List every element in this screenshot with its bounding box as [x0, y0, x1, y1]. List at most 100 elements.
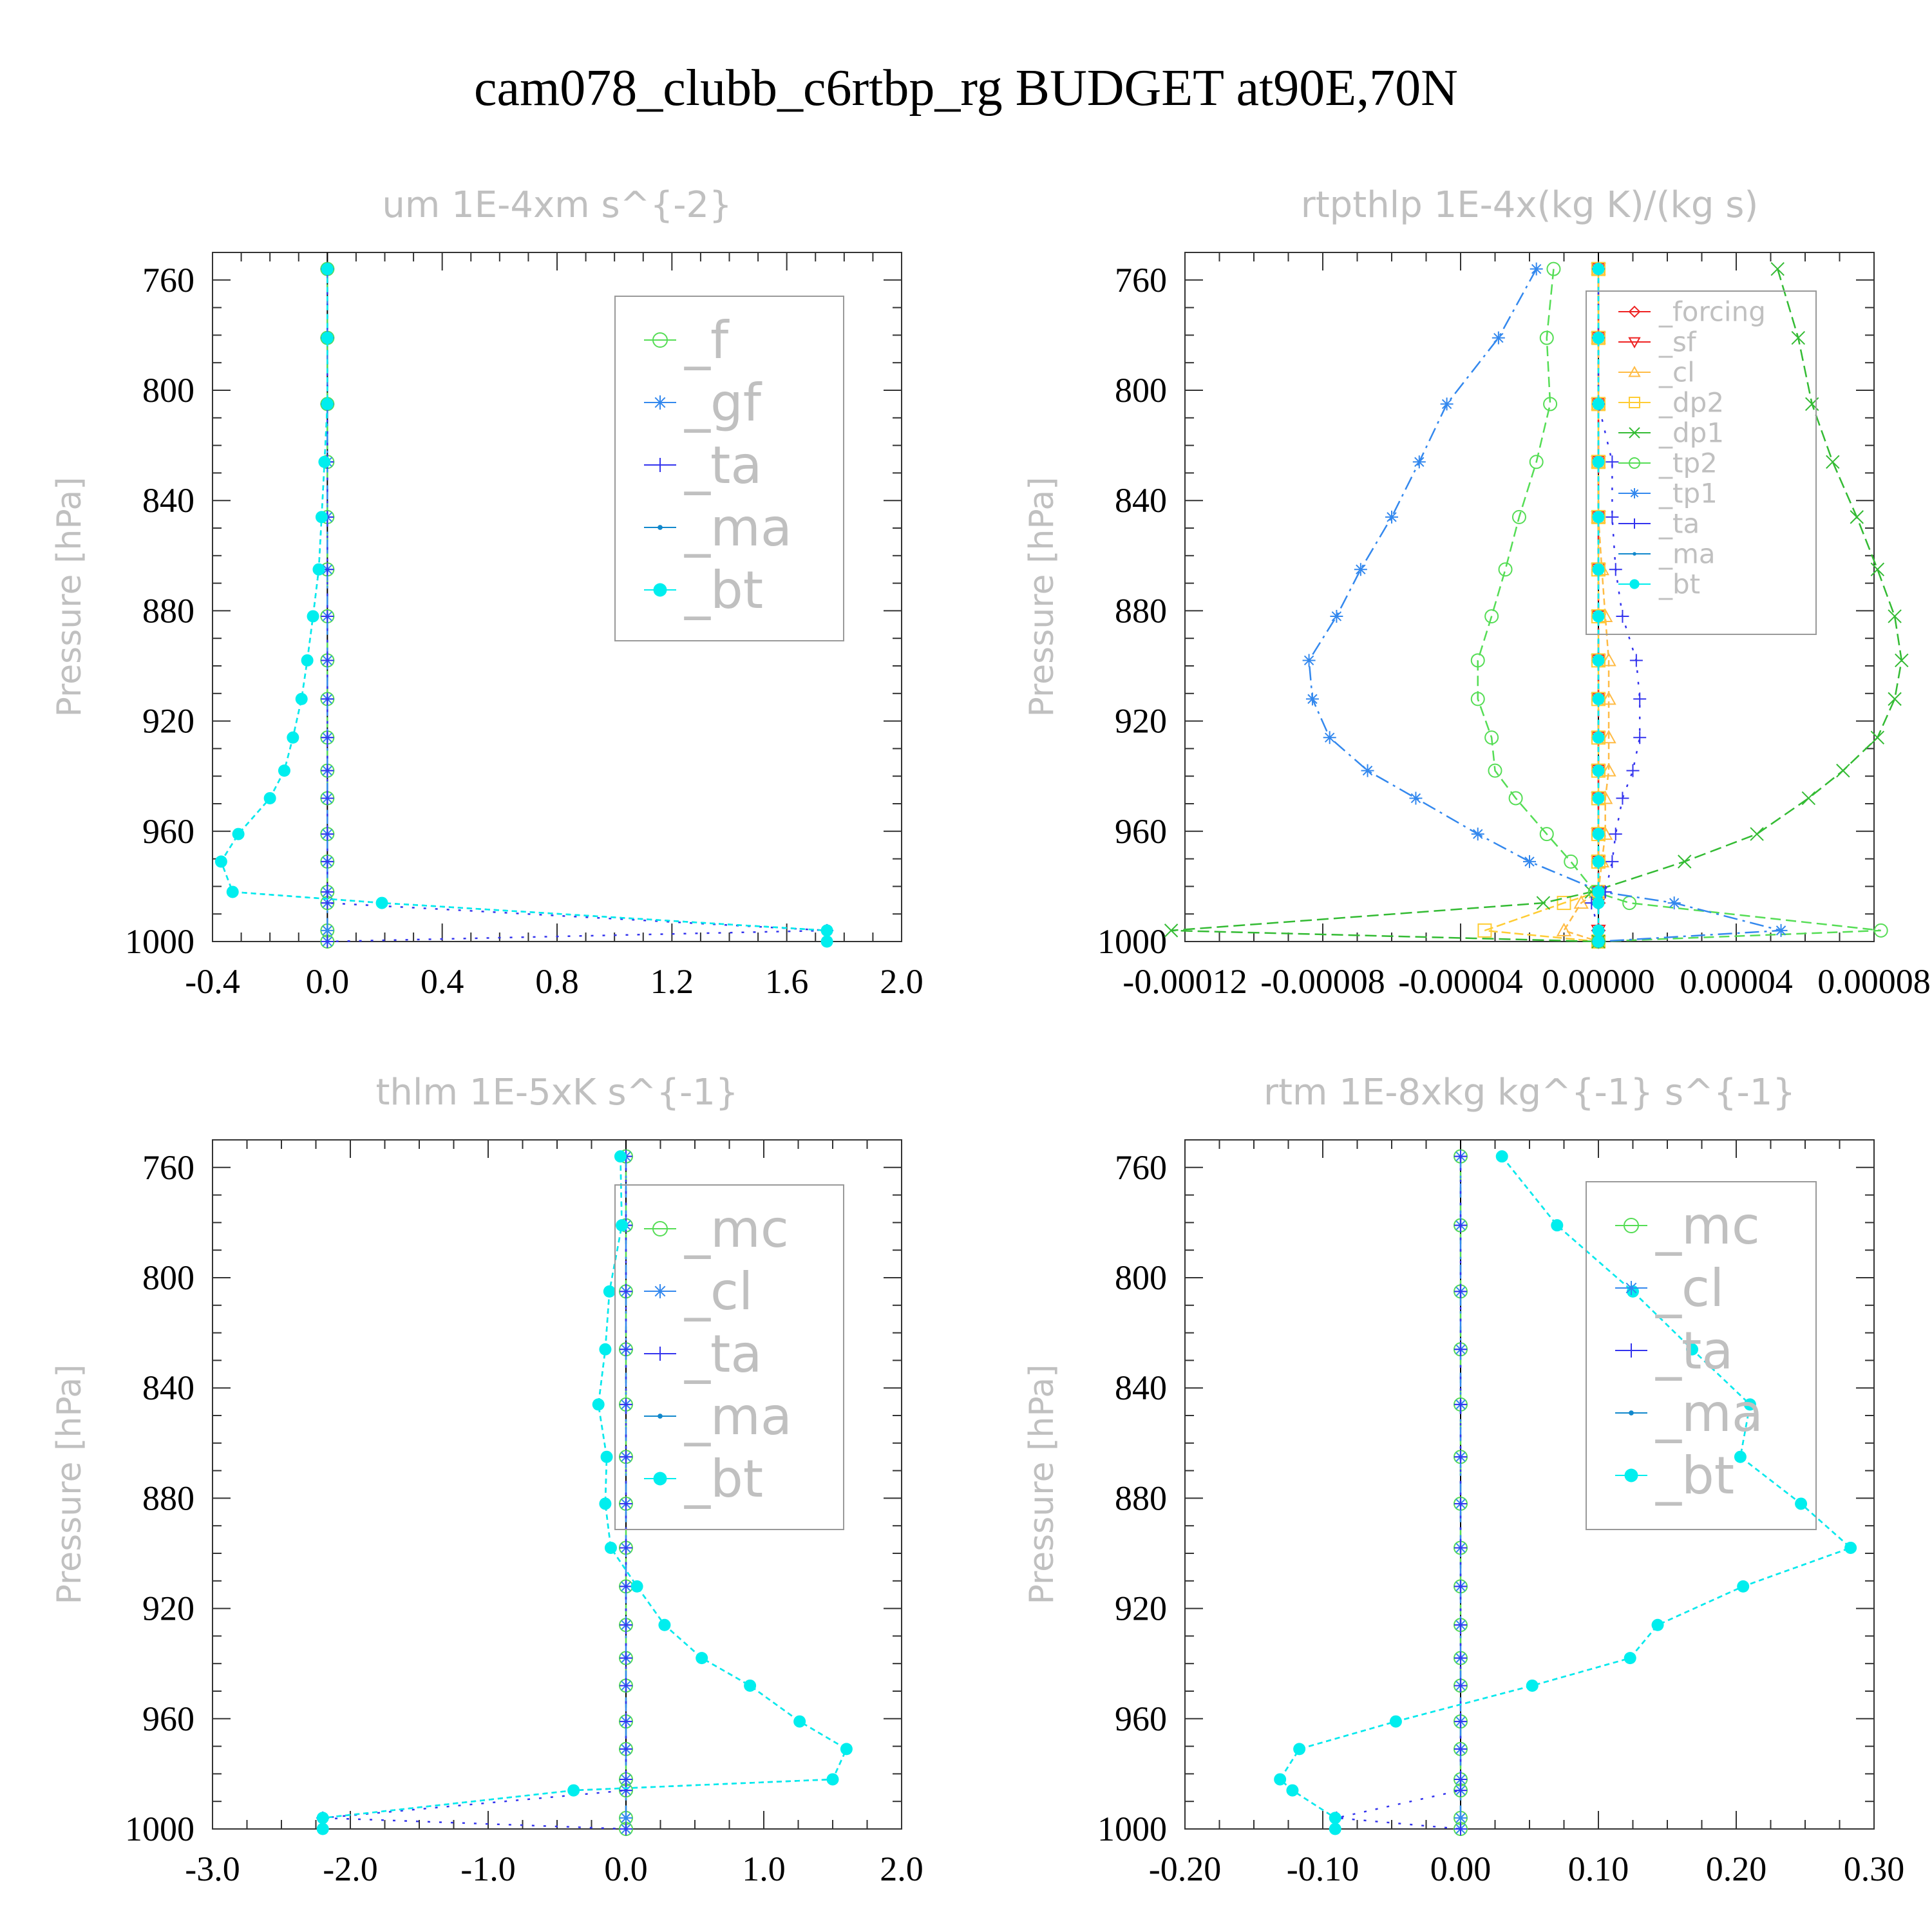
y-tick-label: 1000: [1097, 1810, 1167, 1848]
y-tick-label: 880: [142, 1479, 194, 1517]
data-point: [1844, 1541, 1857, 1554]
data-point: [1850, 510, 1864, 524]
legend-label: _bt: [1655, 1446, 1734, 1506]
data-point: [321, 791, 334, 805]
series-tp1: [1302, 262, 1788, 948]
series-line: [323, 1156, 627, 1830]
data-point: [1454, 1618, 1467, 1632]
legend-label: _bt: [1658, 569, 1700, 600]
legend-marker: [653, 458, 667, 472]
data-point: [287, 731, 299, 744]
plot-frame: [1184, 252, 1875, 942]
data-point: [1826, 455, 1840, 469]
data-point: [1454, 1285, 1467, 1298]
x-tick-label: 0.00004: [1680, 962, 1793, 1001]
data-point: [318, 455, 331, 468]
data-point: [840, 1743, 853, 1756]
data-point: [592, 1398, 605, 1411]
data-point: [316, 1823, 329, 1835]
legend-marker: [1624, 1343, 1638, 1358]
data-point: [1389, 1715, 1402, 1728]
data-point: [1330, 609, 1343, 623]
data-point: [1573, 895, 1589, 909]
data-point: [321, 397, 334, 410]
y-tick-label: 760: [1115, 261, 1167, 299]
series-line: [220, 269, 828, 942]
x-tick-label: 0.00000: [1542, 962, 1655, 1001]
legend-label: _ma: [1658, 538, 1716, 570]
series-ta: [1330, 1150, 1467, 1835]
data-point: [1601, 652, 1616, 667]
x-tick-label: 0.30: [1844, 1850, 1905, 1888]
x-tick-label: 0.4: [421, 962, 464, 1001]
data-point: [1592, 563, 1605, 576]
data-point: [1592, 263, 1605, 276]
data-point: [1592, 397, 1605, 410]
series-line: [321, 1156, 848, 1829]
legend-label: _tp1: [1658, 478, 1718, 509]
data-point: [620, 1679, 632, 1692]
data-point: [226, 886, 239, 898]
data-point: [1836, 763, 1850, 778]
x-tick-label: -1.0: [460, 1850, 515, 1888]
data-point: [1385, 510, 1398, 524]
y-tick-label: 920: [1115, 1589, 1167, 1628]
data-point: [1888, 692, 1902, 706]
y-axis-label: Pressure [hPa]: [1023, 477, 1061, 717]
legend-marker: [653, 1347, 667, 1361]
legend-marker: [1629, 457, 1640, 469]
data-point: [321, 332, 334, 345]
data-point: [1488, 763, 1502, 778]
series-bt: [1592, 263, 1605, 948]
legend-marker: [1624, 1468, 1638, 1482]
data-point: [321, 935, 334, 948]
legend-marker: [653, 395, 667, 410]
legend-marker: [658, 525, 663, 530]
data-point: [620, 1580, 632, 1593]
data-point: [1484, 609, 1499, 623]
data-point: [232, 828, 245, 840]
legend-label: _dp1: [1658, 417, 1724, 449]
data-point: [1592, 855, 1605, 868]
data-point: [1546, 261, 1561, 276]
data-point: [1454, 1823, 1467, 1835]
data-point: [1539, 827, 1554, 842]
legend-marker: [1629, 1410, 1634, 1416]
data-point: [1454, 1651, 1467, 1665]
y-tick-label: 1000: [125, 1810, 194, 1848]
legend-label: _gf: [684, 373, 762, 433]
panel-title: um 1E-4xm s^{-2}: [382, 184, 732, 226]
data-point: [1412, 455, 1426, 469]
data-point: [1529, 455, 1544, 469]
x-tick-label: -0.4: [185, 962, 240, 1001]
data-point: [1530, 262, 1543, 276]
data-point: [321, 855, 334, 868]
y-tick-label: 840: [142, 1368, 194, 1407]
data-point: [820, 935, 833, 948]
data-point: [1477, 923, 1492, 938]
panel-title: rtm 1E-8xkg kg^{-1} s^{-1}: [1264, 1072, 1795, 1113]
data-point: [1454, 1811, 1467, 1824]
x-tick-label: 1.6: [765, 962, 809, 1001]
data-point: [1361, 764, 1374, 777]
data-point: [321, 609, 334, 623]
data-point: [1470, 653, 1485, 668]
y-tick-label: 800: [1115, 371, 1167, 410]
data-point: [1498, 562, 1513, 577]
legend-label: _mc: [1655, 1196, 1760, 1256]
data-point: [567, 1784, 580, 1797]
y-tick-label: 760: [1115, 1148, 1167, 1187]
data-point: [1484, 730, 1499, 745]
series-line: [1590, 269, 1641, 942]
series-bt: [214, 263, 833, 948]
data-point: [1605, 510, 1619, 524]
data-point: [1409, 791, 1423, 805]
data-point: [1734, 1450, 1747, 1463]
legend-marker: [658, 1414, 663, 1419]
data-point: [1605, 455, 1619, 469]
legend: _f_gf_ta_ma_bt: [614, 296, 844, 641]
data-point: [1678, 855, 1692, 869]
legend: _mc_cl_ta_ma_bt: [1586, 1181, 1817, 1530]
x-tick-label: 1.0: [742, 1850, 786, 1888]
legend-label: _ta: [1655, 1321, 1733, 1381]
